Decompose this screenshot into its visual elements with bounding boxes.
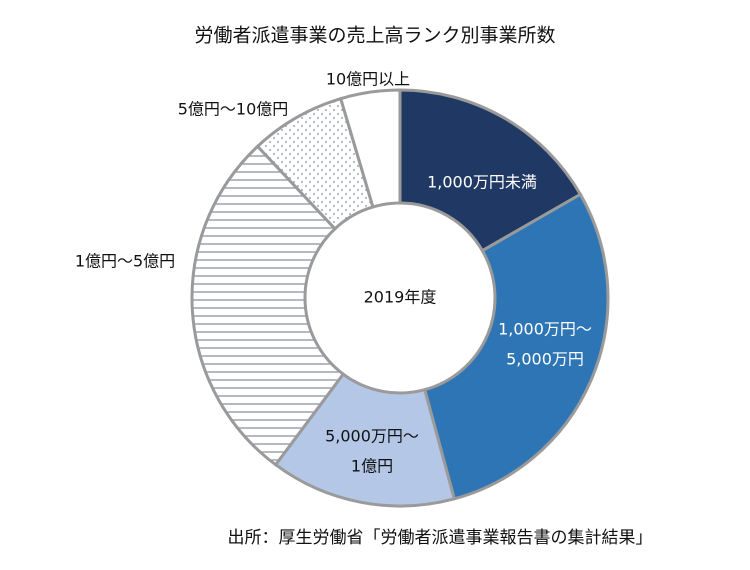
center-label: 2019年度 bbox=[364, 288, 437, 307]
source-note: 出所：厚生労働省「労働者派遣事業報告書の集計結果」 bbox=[228, 528, 653, 548]
donut-segment bbox=[338, 88, 402, 209]
donut-segment bbox=[422, 192, 610, 501]
donut-segment bbox=[398, 88, 583, 253]
segment-label: 5,000万円 bbox=[506, 350, 584, 369]
chart-title: 労働者派遣事業の売上高ランク別事業所数 bbox=[194, 25, 555, 47]
donut-segment bbox=[190, 144, 346, 467]
segment-label: 1,000万円未満 bbox=[427, 173, 537, 192]
segment-label: 1億円～5億円 bbox=[75, 252, 175, 271]
segment-label: 5億円～10億円 bbox=[178, 100, 289, 119]
segment-label: 10億円以上 bbox=[326, 70, 410, 89]
segment-label: 1億円 bbox=[351, 457, 393, 476]
segment-label: 1,000万円～ bbox=[498, 320, 592, 339]
segment-label: 5,000万円～ bbox=[325, 427, 419, 446]
